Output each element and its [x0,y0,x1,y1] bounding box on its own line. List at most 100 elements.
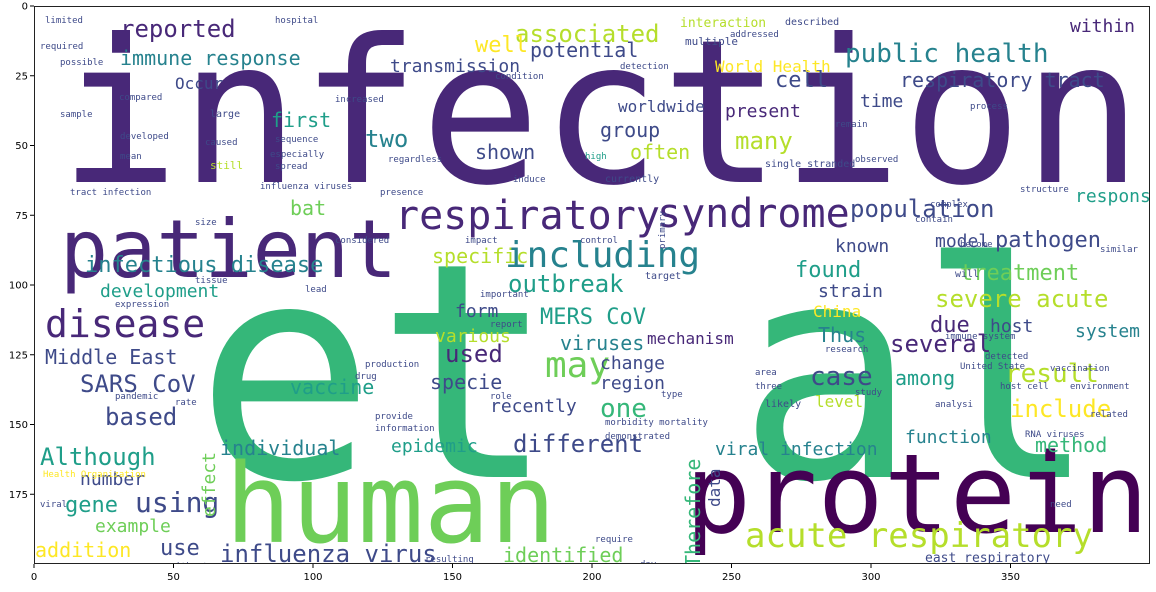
y-tick-label: 0 [22,2,28,13]
word-sample: sample [60,110,93,120]
word-condition: condition [495,72,544,82]
word-individual: individual [220,436,340,460]
word-compared: compared [119,93,162,103]
word-currently: currently [605,174,659,185]
word-research: research [825,345,868,355]
word-detection: detection [620,62,669,72]
word-tract-infection: tract infection [70,188,151,198]
word-although: Although [40,443,156,471]
word-therefore: Therefore [681,459,705,564]
word-one: one [600,394,647,424]
word-type: type [661,390,683,400]
word-three: three [755,382,782,392]
word-case: case [810,362,873,392]
word-different: different [513,430,643,458]
word-without: without [170,562,208,564]
word-demonstrated: demonstrated [605,432,670,442]
word-outbreak: outbreak [508,270,624,298]
word-among: among [895,366,955,390]
word-control: control [580,236,618,246]
word-strain: strain [818,281,883,302]
word-primary: primary [658,210,668,249]
word-level: level [815,392,863,411]
word-vaccine: vaccine [290,375,374,399]
word-vaccination: vaccination [1050,364,1110,374]
word-mechanism: mechanism [647,329,734,348]
word-world-health: World Health [715,57,831,76]
word-complex: complex [930,200,969,210]
word-observed: observed [855,155,898,165]
word-day: day [640,560,657,564]
word-report: report [490,320,523,330]
word-environment: environment [1070,382,1130,392]
y-tick-label: 50 [15,141,28,152]
word-example: example [95,516,171,537]
word-viral: viral [40,500,67,510]
word-transmission: transmission [390,56,520,77]
word-area: area [755,368,777,378]
y-tick-label: 100 [9,281,28,292]
word-system: system [1075,321,1140,342]
x-tick-label: 50 [167,572,180,583]
word-analysi: analysi [935,400,973,410]
word-induce: induce [513,175,546,185]
word-potential: potential [530,38,638,62]
word-impact: impact [465,236,498,246]
word-syndrome: syndrome [657,191,850,237]
word-rate: rate [175,398,197,408]
word-immune-response: immune response [120,46,301,70]
word-group: group [600,118,660,142]
word-found: found [795,258,861,283]
x-tick-label: 150 [443,572,462,583]
word-information: information [375,424,435,434]
word-disease: disease [45,302,205,346]
y-tick-label: 125 [9,350,28,361]
word-regardless: regardless [388,155,442,165]
word-detected: detected [985,352,1028,362]
word-immune-system: immune system [945,332,1015,342]
word-recently: recently [490,396,577,417]
word-region: region [600,373,665,394]
y-tick-label: 25 [15,71,28,82]
word-occur: Occur [175,74,224,93]
word-used: used [445,340,503,368]
word-tissue: tissue [195,276,228,286]
word-bat: bat [290,196,326,220]
word-still: still [210,159,243,172]
word-method: method [1035,433,1107,457]
word-present: present [725,101,801,122]
word-required: required [40,42,83,52]
word-east-respiratory: east respiratory [925,551,1050,564]
word-become: become [960,240,993,250]
word-shown: shown [475,140,535,164]
word-similar: similar [1100,245,1139,255]
word-using: using [135,486,219,519]
word-development: development [100,281,219,302]
word-thus: Thus [818,323,866,347]
word-include: include [1010,395,1111,423]
word-pathogen: pathogen [995,228,1101,253]
word-high: high [585,152,607,162]
word-hospital: hospital [275,16,318,26]
word-time: time [860,91,903,112]
word-need: need [1050,500,1072,510]
word-contain: contain [915,215,953,225]
y-tick-label: 175 [9,490,28,501]
word-size: size [195,218,217,228]
word-identified: identified [503,543,623,564]
word-effect: effect [199,452,220,517]
word-model: model [935,231,989,252]
word-result: result [1005,359,1099,389]
word-human: human [225,440,556,564]
word-specific: specific [432,244,528,268]
word-response: response [1075,186,1150,207]
word-target: target [645,271,681,282]
word-related: related [1090,410,1128,420]
word-mean: mean [120,152,142,162]
word-epidemic: epidemic [391,436,478,457]
word-large: large [210,109,240,120]
word-reported: reported [120,15,236,43]
word-based: based [105,403,177,431]
word-require: require [595,535,633,545]
x-tick-label: 300 [861,572,880,583]
